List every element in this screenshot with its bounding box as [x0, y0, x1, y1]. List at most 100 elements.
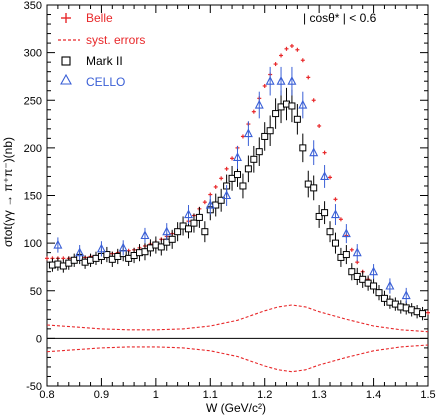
- belle-point: [322, 150, 327, 155]
- belle-point: [224, 166, 229, 171]
- syst-error-curves: [46, 304, 429, 373]
- mark2-marker: [348, 268, 356, 276]
- mark2-marker: [359, 275, 367, 283]
- y-tick-label: 350: [24, 0, 42, 12]
- belle-point: [251, 109, 256, 114]
- y-tick-label: 250: [24, 95, 42, 107]
- belle-point: [349, 247, 354, 252]
- cello-point: [254, 91, 264, 119]
- x-tick-label: 1.4: [366, 389, 381, 401]
- cello-point: [140, 227, 150, 244]
- x-tick-label: 1.5: [420, 389, 435, 401]
- cello-point: [330, 204, 340, 226]
- legend-cello-marker: [60, 73, 72, 85]
- mark2-point: [380, 290, 388, 306]
- mark2-point: [201, 221, 209, 243]
- cello-marker: [96, 243, 106, 253]
- cello-point: [162, 223, 172, 241]
- mark2-marker: [157, 243, 165, 251]
- y-tick-label: -50: [26, 381, 42, 393]
- mark2-point: [157, 238, 165, 256]
- x-tick-label: 0.9: [94, 389, 109, 401]
- mark2-marker: [342, 251, 350, 259]
- mark2-point: [359, 270, 367, 288]
- mark2-marker: [201, 228, 209, 236]
- legend-mark2-label: Mark II: [86, 54, 123, 68]
- cello-point: [287, 66, 297, 96]
- legend-belle-label: Belle: [86, 11, 113, 25]
- y-tick-label: 200: [24, 143, 42, 155]
- mark2-point: [103, 246, 111, 263]
- mark2-marker: [217, 196, 225, 204]
- mark2-point: [310, 175, 318, 201]
- cello-point: [222, 185, 232, 206]
- mark2-point: [331, 232, 339, 254]
- legend-belle-marker: [61, 13, 71, 23]
- cello-marker: [140, 230, 150, 240]
- legend-cello-label: CELLO: [86, 75, 125, 89]
- belle-point: [45, 256, 49, 261]
- x-axis-title: W (GeV/c²): [206, 401, 266, 415]
- mark2-point: [299, 133, 307, 163]
- cello-point: [369, 264, 379, 280]
- cello-marker: [287, 75, 297, 85]
- cello-marker: [401, 290, 411, 300]
- mark2-point: [304, 170, 312, 198]
- mark2-marker: [168, 235, 176, 243]
- mark2-marker: [141, 248, 149, 256]
- belle-point: [289, 43, 294, 48]
- mark2-marker: [228, 174, 236, 182]
- cello-marker: [320, 171, 330, 180]
- axis-ticks: 0.8 0.9 1 1.1 1.2 1.3 1.4 1.5 -50 0 50 100 150 200 250…: [24, 0, 436, 401]
- belle-point: [426, 310, 430, 315]
- mark2-marker: [239, 182, 247, 190]
- mark2-marker: [261, 132, 269, 140]
- cello-point: [53, 237, 63, 253]
- mark2-point: [195, 206, 203, 228]
- mark2-series: [48, 87, 427, 321]
- cello-marker: [254, 99, 264, 109]
- mark2-marker: [326, 228, 334, 236]
- cello-point: [96, 241, 106, 257]
- belle-point: [328, 175, 333, 180]
- mark2-point: [168, 229, 176, 249]
- legend-syst-label: syst. errors: [86, 33, 145, 47]
- belle-point: [306, 75, 311, 80]
- mark2-point: [190, 213, 198, 233]
- cello-marker: [369, 266, 379, 276]
- cello-series: [53, 66, 411, 304]
- mark2-point: [342, 245, 350, 265]
- cello-marker: [232, 152, 243, 161]
- mark2-marker: [293, 115, 301, 123]
- y-tick-label: 150: [24, 191, 42, 203]
- cello-marker: [330, 209, 340, 219]
- cello-point: [265, 66, 275, 96]
- legend: Belle syst. errors Mark II CELLO: [58, 11, 145, 89]
- cello-point: [341, 224, 351, 244]
- belle-point: [262, 83, 267, 88]
- mark2-marker: [190, 219, 198, 227]
- mark2-marker: [195, 213, 203, 221]
- belle-point: [300, 58, 305, 63]
- mark2-point: [326, 221, 334, 243]
- mark2-point: [244, 155, 252, 183]
- legend-mark2-marker: [61, 56, 71, 66]
- y-tick-label: 0: [36, 333, 42, 345]
- y-tick-label: 100: [24, 238, 42, 250]
- mark2-point: [375, 285, 383, 301]
- belle-point: [213, 184, 218, 189]
- cello-marker: [298, 99, 308, 109]
- cello-point: [385, 278, 395, 294]
- x-tick-label: 1.3: [311, 389, 326, 401]
- mark2-point: [321, 201, 329, 225]
- cello-point: [352, 244, 362, 262]
- cello-point: [243, 121, 253, 146]
- y-tick-label: 300: [24, 48, 42, 60]
- syst-error-upper-curve: [46, 304, 429, 333]
- mark2-marker: [272, 110, 280, 118]
- cello-marker: [341, 228, 351, 238]
- mark2-marker: [244, 165, 252, 173]
- y-axis-title: σtot(γγ → π⁺π⁻)(nb): [1, 137, 15, 247]
- mark2-marker: [419, 310, 427, 318]
- mark2-point: [174, 222, 182, 242]
